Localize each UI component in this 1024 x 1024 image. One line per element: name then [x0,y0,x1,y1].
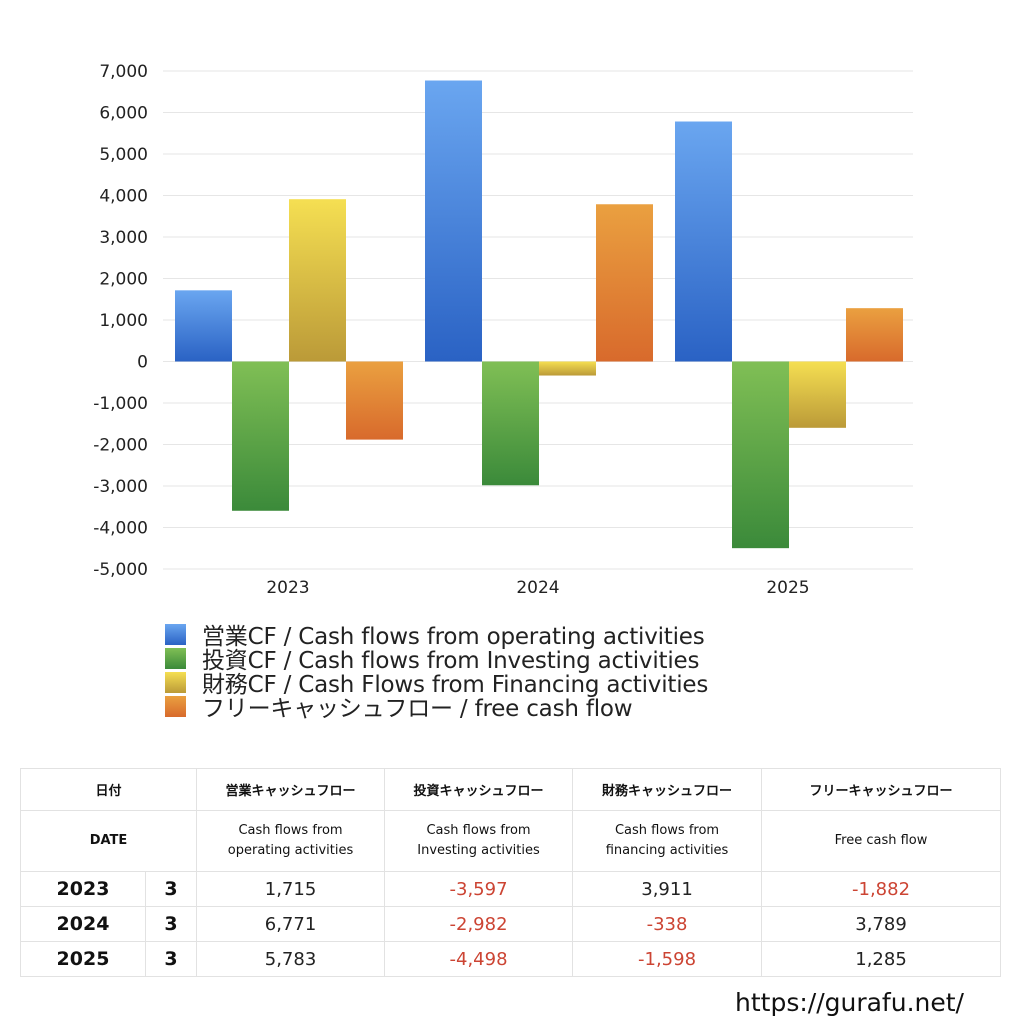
bar-operating-2024 [425,80,482,362]
cell-year: 2025 [20,941,146,977]
cash-flow-table: 日付 営業キャッシュフロー 投資キャッシュフロー 財務キャッシュフロー フリーキ… [19,768,1002,977]
cell-operating: 1,715 [196,871,386,907]
legend-item-operating: 営業CF / Cash flows from operating activit… [165,622,708,650]
header-row-en: DATE Cash flows from operating activities… [19,810,1002,872]
legend-swatch-investing [165,647,186,669]
legend-swatch-free [165,695,186,717]
y-axis-ticks: 7,000 6,000 5,000 4,000 3,000 2,000 1,000 0 -1,0… [93,62,148,580]
cell-month: 3 [144,906,198,942]
bar-financing-2024 [539,361,596,376]
table-row: 2023 3 1,715 -3,597 3,911 -1,882 [20,871,1002,907]
header-investing-jp: 投資キャッシュフロー [384,768,574,811]
cell-month: 3 [144,941,198,977]
y-tick-label: 2,000 [99,270,148,290]
header-financing-jp: 財務キャッシュフロー [572,768,763,811]
header-text-line1: Cash flows from [426,823,531,838]
header-date-jp: 日付 [19,768,198,811]
cell-free: 1,285 [761,941,1002,977]
bar-investing-2025 [732,361,789,549]
header-free-jp: フリーキャッシュフロー [761,768,1002,811]
bar-operating-2025 [675,121,732,362]
y-tick-label: -4,000 [93,519,148,539]
header-text-line1: Cash flows from [614,823,720,838]
x-tick-label: 2023 [266,578,309,598]
cell-financing: -338 [572,906,763,942]
bar-free-2025 [846,308,903,362]
bar-financing-2025 [789,361,846,428]
bar-investing-2023 [232,361,289,511]
y-tick-label: 3,000 [99,228,148,248]
header-text-line1: Cash flows from [238,823,343,838]
y-tick-label: 5,000 [99,145,148,165]
cell-month: 3 [144,871,198,907]
y-tick-label: 4,000 [99,187,148,207]
legend-label: 投資CF / Cash flows from Investing activit… [202,648,700,674]
legend-item-free: フリーキャッシュフロー / free cash flow [165,694,708,722]
y-tick-label: -1,000 [93,394,148,414]
y-tick-label: 7,000 [99,62,148,82]
bar-free-2024 [596,204,653,362]
cell-investing: -3,597 [384,871,574,907]
bar-operating-2023 [175,290,232,362]
cell-investing: -2,982 [384,906,574,942]
header-free-en: Free cash flow [761,810,1002,872]
header-operating-en: Cash flows from operating activities [196,810,386,872]
cell-financing: 3,911 [572,871,763,907]
cell-investing: -4,498 [384,941,574,977]
legend-item-financing: 財務CF / Cash Flows from Financing activit… [165,670,708,698]
cash-flow-table-container: 日付 営業キャッシュフロー 投資キャッシュフロー 財務キャッシュフロー フリーキ… [19,768,1002,977]
header-date-en: DATE [19,810,198,872]
cell-operating: 6,771 [196,906,386,942]
y-tick-label: 1,000 [99,311,148,331]
y-tick-label: -5,000 [93,560,148,580]
y-tick-label: -3,000 [93,477,148,497]
header-operating-jp: 営業キャッシュフロー [196,768,386,811]
header-financing-en: Cash flows from financing activities [572,810,763,872]
x-tick-label: 2025 [766,578,809,598]
cell-free: -1,882 [761,871,1002,907]
legend-swatch-operating [165,623,186,645]
legend-label: 営業CF / Cash flows from operating activit… [202,624,705,650]
bar-investing-2024 [482,361,539,486]
x-tick-label: 2024 [516,578,559,598]
header-text-line2: Investing activities [417,843,540,858]
cash-flow-bar-chart: 7,000 6,000 5,000 4,000 3,000 2,000 1,000 0 -1,0… [93,62,913,598]
y-tick-label: 0 [137,353,148,373]
table-row: 2024 3 6,771 -2,982 -338 3,789 [20,906,1002,942]
cell-year: 2023 [20,871,146,907]
x-axis-ticks: 2023 2024 2025 [266,578,809,598]
header-text-line2: operating activities [227,843,354,858]
cell-free: 3,789 [761,906,1002,942]
bar-free-2023 [346,361,403,440]
header-row-jp: 日付 営業キャッシュフロー 投資キャッシュフロー 財務キャッシュフロー フリーキ… [19,768,1002,811]
cell-year: 2024 [20,906,146,942]
site-url[interactable]: https://gurafu.net/ [735,988,964,1017]
bar-financing-2023 [289,199,346,362]
legend: 営業CF / Cash flows from operating activit… [165,622,708,722]
bars [175,80,903,549]
header-text-line2: financing activities [605,843,729,858]
y-tick-label: 6,000 [99,104,148,124]
header-investing-en: Cash flows from Investing activities [384,810,574,872]
legend-label: フリーキャッシュフロー / free cash flow [202,696,633,722]
legend-swatch-financing [165,671,186,693]
legend-item-investing: 投資CF / Cash flows from Investing activit… [165,646,708,674]
y-tick-label: -2,000 [93,436,148,456]
cell-operating: 5,783 [196,941,386,977]
cell-financing: -1,598 [572,941,763,977]
legend-label: 財務CF / Cash Flows from Financing activit… [202,672,709,698]
table-row: 2025 3 5,783 -4,498 -1,598 1,285 [20,941,1002,977]
